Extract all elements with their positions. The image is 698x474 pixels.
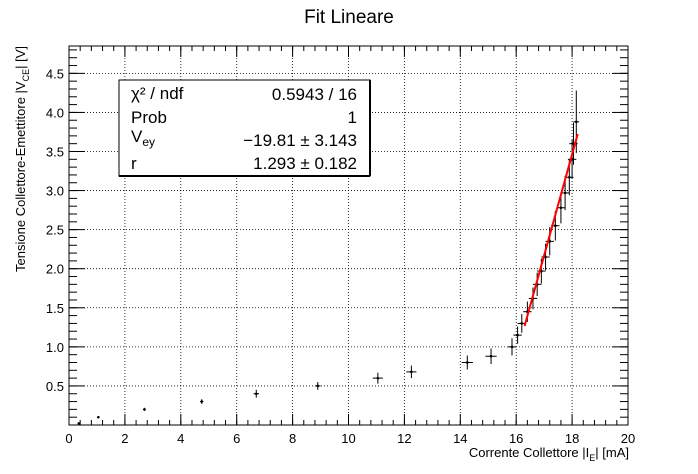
- stats-label-vey-main: V: [131, 127, 143, 146]
- point-marker: [568, 175, 571, 179]
- point-marker: [465, 361, 469, 364]
- point-marker: [200, 400, 204, 403]
- x-tick-label: 18: [565, 431, 579, 446]
- stats-label-vey: Vey: [131, 127, 155, 149]
- stats-value-vey: −19.81 ± 3.143: [243, 131, 357, 150]
- x-tick-label: 14: [453, 431, 467, 446]
- point-marker: [97, 415, 100, 419]
- fit-stats-border: [118, 79, 371, 177]
- y-tick-label: 1.5: [46, 301, 64, 316]
- axis-ticks: [68, 46, 629, 425]
- fit-line-segment: [523, 133, 579, 327]
- point-marker: [254, 392, 258, 396]
- stats-label-vey-sub: ey: [142, 135, 155, 149]
- y-tick-label: 3.5: [46, 144, 64, 159]
- x-axis-title-sub: E: [589, 453, 595, 463]
- point-marker: [316, 384, 320, 388]
- x-tick-label: 12: [397, 431, 411, 446]
- data-point: [461, 355, 473, 370]
- y-tick-label: 4.5: [46, 66, 64, 81]
- data-point: [513, 326, 522, 344]
- point-marker: [574, 120, 578, 124]
- point-marker: [143, 408, 146, 411]
- x-tick-label: 16: [509, 431, 523, 446]
- x-axis-title: Corrente Collettore |IE| [mA]: [469, 445, 629, 463]
- data-point: [507, 338, 517, 356]
- x-tick-label: 20: [621, 431, 635, 446]
- y-axis-title-tail: | [V]: [13, 46, 28, 69]
- point-marker: [520, 322, 524, 325]
- x-tick-label: 0: [65, 431, 72, 446]
- x-tick-label: 2: [121, 431, 128, 446]
- x-axis-title-tail: | [mA]: [595, 445, 629, 460]
- point-marker: [410, 370, 413, 374]
- stats-label-r: r: [131, 154, 137, 173]
- x-tick-label: 6: [233, 431, 240, 446]
- stats-value-r: 1.293 ± 0.182: [253, 154, 357, 173]
- fit-stats-box: χ² / ndf 0.5943 / 16 Prob 1 Vey −19.81 ±…: [118, 79, 371, 177]
- point-marker: [563, 191, 567, 195]
- point-marker: [376, 376, 380, 380]
- stats-label-chi2: χ² / ndf: [131, 84, 184, 103]
- y-tick-label: 3.0: [46, 184, 64, 199]
- y-tick-label: 1.0: [46, 340, 64, 355]
- point-marker: [554, 224, 557, 228]
- y-axis-title-main: Tensione Collettore-Emettitore |V: [13, 81, 28, 272]
- x-tick-label: 10: [341, 431, 355, 446]
- fit-line: [523, 133, 579, 327]
- data-point: [314, 382, 321, 390]
- data-point: [200, 399, 204, 404]
- stats-value-prob: 1: [348, 108, 357, 127]
- y-tick-label: 2.0: [46, 262, 64, 277]
- data-point: [77, 422, 81, 425]
- point-marker: [516, 333, 519, 337]
- x-tick-label: 4: [177, 431, 184, 446]
- y-tick-label: 4.0: [46, 105, 64, 120]
- x-axis-title-main: Corrente Collettore |I: [469, 445, 589, 460]
- y-axis-title-sub: CE: [21, 69, 31, 82]
- y-tick-labels: 0.5 1.0 1.5 2.0 2.5 3.0 3.5 4.0 4.5: [46, 66, 64, 394]
- x-tick-label: 8: [289, 431, 296, 446]
- data-point: [253, 389, 260, 398]
- data-point: [97, 415, 100, 419]
- point-marker: [489, 354, 493, 358]
- x-tick-labels: 0 2 4 6 8 10 12 14 16 18 20: [65, 431, 635, 446]
- data-point: [143, 407, 146, 411]
- y-tick-label: 0.5: [46, 379, 64, 394]
- point-marker: [559, 206, 563, 210]
- data-point: [406, 365, 417, 379]
- chart-title: Fit Lineare: [304, 7, 394, 28]
- y-axis-title: Tensione Collettore-Emettitore |VCE| [V]: [13, 46, 31, 272]
- data-point: [372, 372, 383, 384]
- stats-value-chi2: 0.5943 / 16: [272, 85, 357, 104]
- data-point: [485, 348, 497, 365]
- stats-label-prob: Prob: [131, 108, 167, 127]
- point-marker: [510, 345, 514, 349]
- point-marker: [77, 422, 81, 425]
- y-tick-label: 2.5: [46, 223, 64, 238]
